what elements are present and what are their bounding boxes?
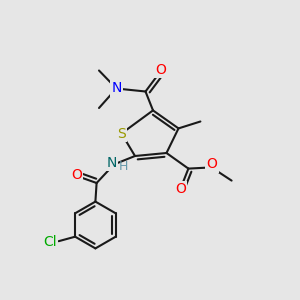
Text: Cl: Cl (44, 235, 57, 249)
Text: O: O (175, 182, 186, 196)
Text: O: O (156, 63, 167, 77)
Text: S: S (117, 127, 126, 140)
Text: O: O (71, 168, 82, 182)
Text: N: N (106, 156, 117, 170)
Text: H: H (119, 160, 128, 173)
Text: O: O (207, 158, 218, 171)
Text: N: N (111, 82, 122, 95)
